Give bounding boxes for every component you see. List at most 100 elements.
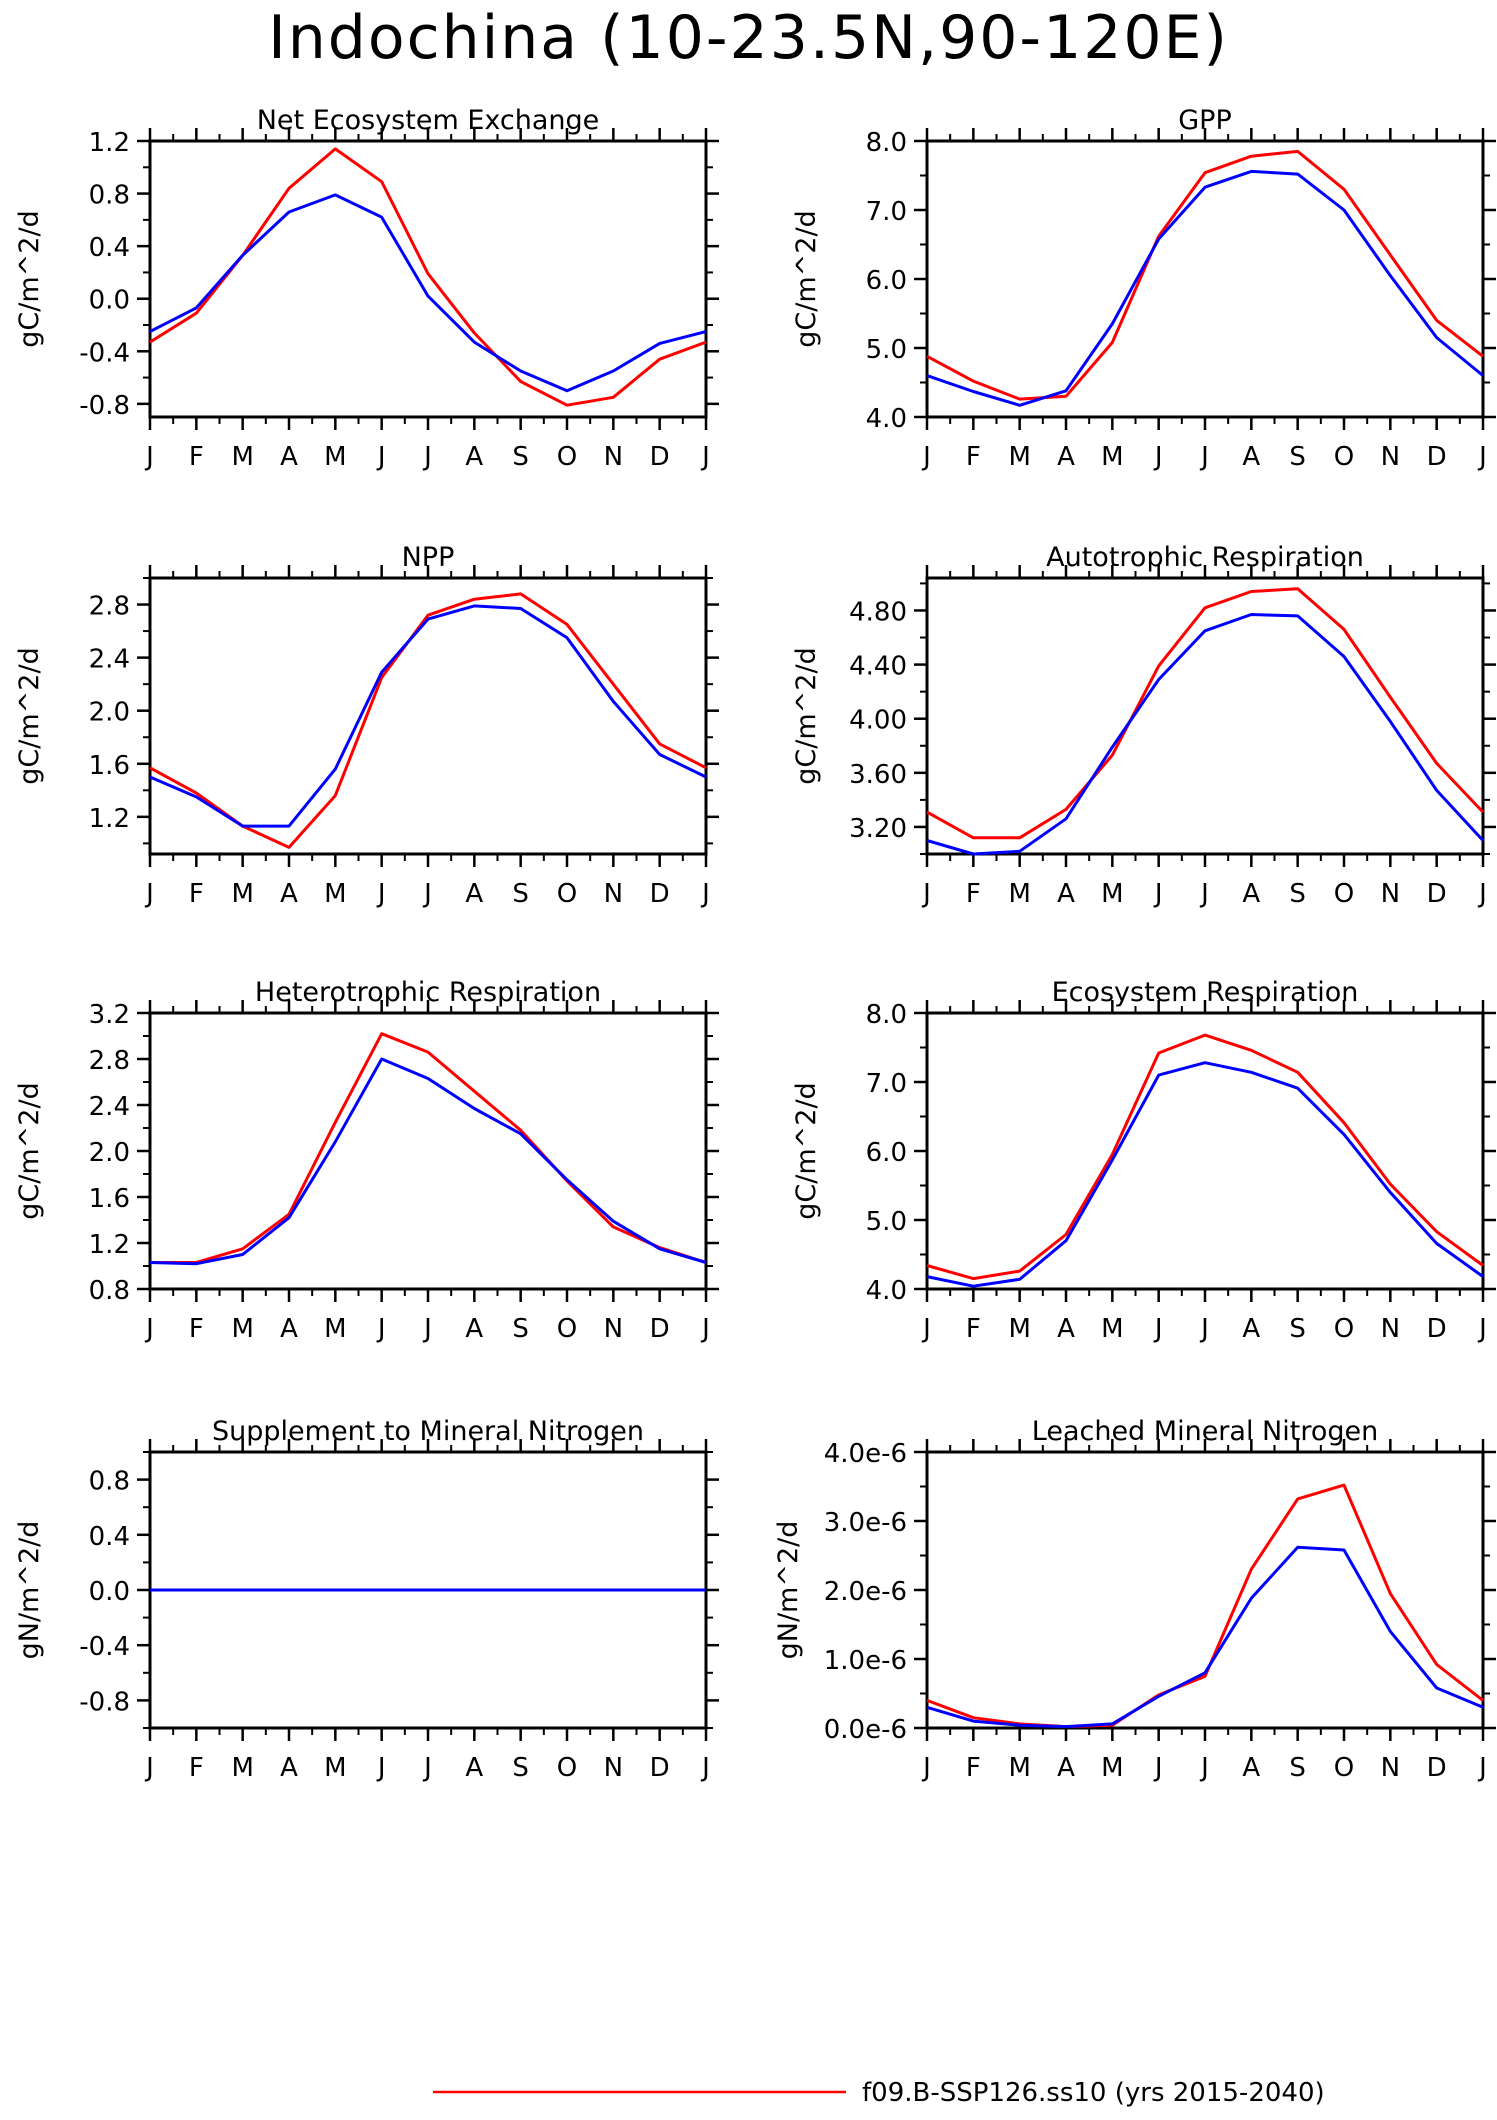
y-tick-label: 6.0 xyxy=(866,1138,907,1168)
x-tick-label: A xyxy=(1057,1314,1075,1344)
plot-frame xyxy=(925,1450,1485,1730)
x-tick-label: M xyxy=(231,1314,253,1344)
x-tick-label: S xyxy=(1289,442,1306,472)
y-tick-label: 2.8 xyxy=(89,1046,130,1076)
y-tick-label: -0.8 xyxy=(79,391,130,421)
x-tick-label: J xyxy=(422,442,432,472)
x-tick-label: M xyxy=(1008,1314,1030,1344)
x-tick-label: O xyxy=(557,1753,577,1783)
x-tick-label: M xyxy=(324,1314,346,1344)
x-tick-label: N xyxy=(1381,1314,1400,1344)
x-tick-label: A xyxy=(1242,1753,1260,1783)
y-tick-label: 2.4 xyxy=(89,1092,130,1122)
x-tick-label: M xyxy=(1101,442,1123,472)
x-tick-label: N xyxy=(1381,1753,1400,1783)
x-tick-label: O xyxy=(557,879,577,909)
y-tick-label: 4.0 xyxy=(866,1276,907,1306)
x-tick-label: M xyxy=(231,1753,253,1783)
x-tick-label: A xyxy=(1242,879,1260,909)
y-axis-label: gC/m^2/d xyxy=(14,1082,45,1219)
x-tick-label: F xyxy=(189,879,204,909)
x-tick-label: S xyxy=(1289,1753,1306,1783)
plot-frame xyxy=(148,139,708,419)
x-tick-label: J xyxy=(700,442,710,472)
x-tick-label: J xyxy=(1199,1753,1209,1783)
x-tick-label: A xyxy=(465,442,483,472)
x-tick-label: A xyxy=(280,1753,298,1783)
x-tick-label: N xyxy=(1381,879,1400,909)
x-tick-label: A xyxy=(1057,1753,1075,1783)
y-tick-label: 2.0 xyxy=(89,1138,130,1168)
y-axis-label: gC/m^2/d xyxy=(14,647,45,784)
y-tick-label: 0.8 xyxy=(89,1467,130,1497)
x-tick-label: J xyxy=(1153,442,1163,472)
y-tick-label: 1.0e-6 xyxy=(824,1646,907,1676)
y-tick-label: 4.0 xyxy=(866,404,907,434)
plot-frame xyxy=(148,1011,708,1291)
y-tick-label: -0.8 xyxy=(79,1687,130,1717)
y-axis-label: gC/m^2/d xyxy=(791,647,822,784)
x-tick-label: M xyxy=(1101,1314,1123,1344)
x-tick-label: N xyxy=(604,1753,623,1783)
y-tick-label: 3.2 xyxy=(89,1000,130,1030)
y-axis-label: gN/m^2/d xyxy=(773,1521,804,1660)
x-tick-label: M xyxy=(1101,879,1123,909)
x-tick-label: S xyxy=(512,879,529,909)
y-tick-label: 2.0e-6 xyxy=(824,1577,907,1607)
series-line-2 xyxy=(149,604,707,828)
series-line-1 xyxy=(926,149,1484,401)
x-tick-label: J xyxy=(1199,442,1209,472)
x-tick-label: D xyxy=(1427,1314,1447,1344)
x-tick-label: M xyxy=(324,1753,346,1783)
x-tick-label: M xyxy=(1008,442,1030,472)
x-tick-label: J xyxy=(1477,879,1487,909)
y-tick-label: 2.0 xyxy=(89,698,130,728)
x-tick-label: A xyxy=(1057,879,1075,909)
y-tick-label: -0.4 xyxy=(79,1632,130,1662)
y-tick-label: 0.0 xyxy=(89,1577,130,1607)
x-tick-label: J xyxy=(1477,1753,1487,1783)
figure-title: Indochina (10-23.5N,90-120E) xyxy=(268,3,1229,73)
x-tick-label: S xyxy=(512,442,529,472)
x-tick-label: D xyxy=(650,879,670,909)
x-tick-label: J xyxy=(144,1314,154,1344)
y-tick-label: 8.0 xyxy=(866,1000,907,1030)
x-tick-label: S xyxy=(512,1314,529,1344)
y-tick-label: 4.0e-6 xyxy=(824,1439,907,1469)
y-tick-label: 2.4 xyxy=(89,645,130,675)
x-tick-label: D xyxy=(1427,879,1447,909)
x-tick-label: N xyxy=(604,1314,623,1344)
x-tick-label: M xyxy=(1008,1753,1030,1783)
x-tick-label: J xyxy=(376,1753,386,1783)
x-tick-label: A xyxy=(465,1314,483,1344)
x-tick-label: N xyxy=(604,879,623,909)
y-tick-label: 0.4 xyxy=(89,233,130,263)
series-line-1 xyxy=(149,592,707,849)
series-line-2 xyxy=(926,613,1485,856)
x-tick-label: J xyxy=(700,1314,710,1344)
y-axis-label: gC/m^2/d xyxy=(791,1082,822,1219)
x-tick-label: J xyxy=(1199,1314,1209,1344)
y-axis-label: gC/m^2/d xyxy=(14,210,45,347)
x-tick-label: A xyxy=(280,879,298,909)
y-tick-label: 8.0 xyxy=(866,128,907,158)
y-tick-label: 4.40 xyxy=(849,652,907,682)
x-tick-label: J xyxy=(1199,879,1209,909)
x-tick-label: S xyxy=(512,1753,529,1783)
x-tick-label: O xyxy=(1334,442,1354,472)
plot-frame xyxy=(925,576,1485,856)
x-tick-label: J xyxy=(921,442,931,472)
series-line-1 xyxy=(926,1033,1484,1281)
legend: f09.B-SSP126.ss10 (yrs 2015-2040) xyxy=(433,2078,1325,2108)
x-tick-label: J xyxy=(422,1314,432,1344)
x-tick-label: J xyxy=(1153,879,1163,909)
x-tick-label: F xyxy=(966,1753,981,1783)
y-tick-label: 0.4 xyxy=(89,1522,130,1552)
series-line-1 xyxy=(926,1483,1484,1729)
y-axis-label: gC/m^2/d xyxy=(791,210,822,347)
